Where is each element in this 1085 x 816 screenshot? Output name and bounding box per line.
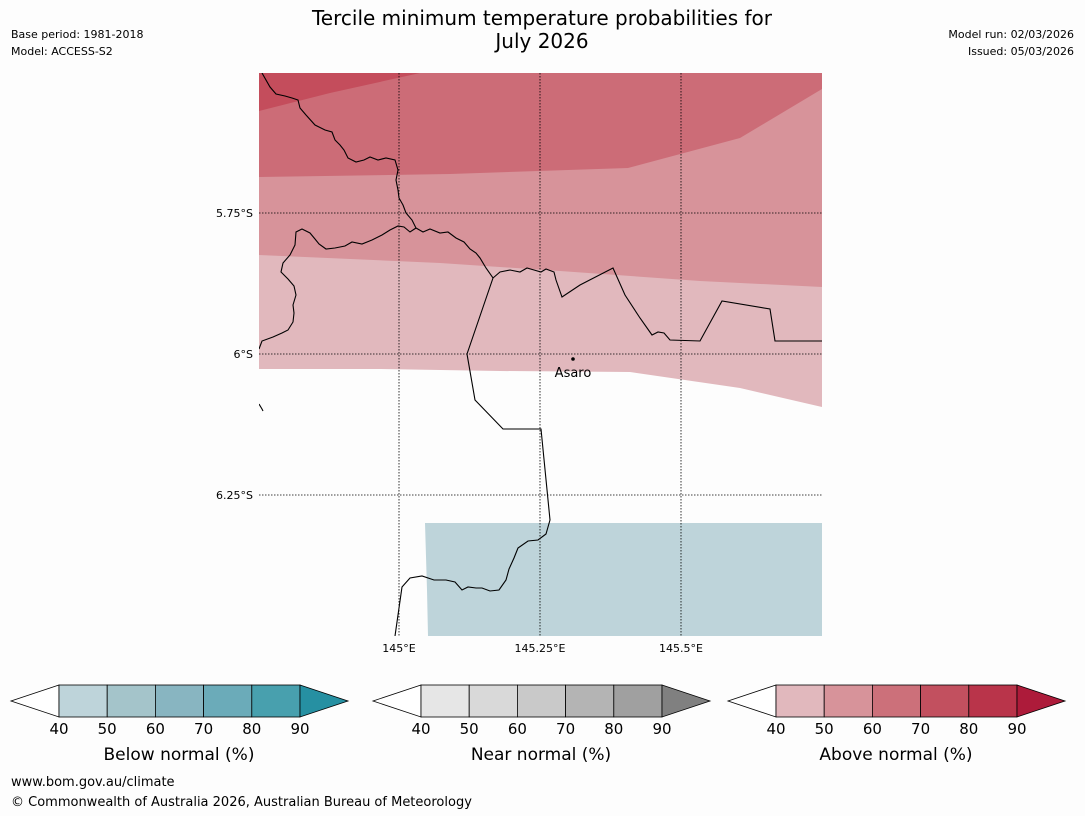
map-title: Tercile minimum temperature probabilitie… xyxy=(242,7,842,53)
colorbar-tick-label: 70 xyxy=(194,720,213,738)
colorbar-tick-label: 80 xyxy=(604,720,623,738)
colorbar-segment xyxy=(106,684,156,718)
colorbar-tick-label: 70 xyxy=(911,720,930,738)
colorbar-segment xyxy=(58,684,108,718)
coastline-east xyxy=(415,227,822,342)
colorbar-extend-low xyxy=(726,684,777,718)
colorbar-tick-label: 90 xyxy=(1007,720,1026,738)
colorbar-title-above: Above normal (%) xyxy=(819,745,973,765)
colorbar-segment xyxy=(517,684,567,718)
colorbar-segment xyxy=(920,684,970,718)
lat-label: 5.75°S xyxy=(216,207,253,220)
colorbar-extend-high xyxy=(299,684,350,718)
colorbar-segment xyxy=(420,684,470,718)
asaro-marker xyxy=(571,357,575,361)
colorbar-extend-high xyxy=(661,684,712,718)
colorbar-tick-label: 80 xyxy=(959,720,978,738)
colorbar-segment xyxy=(823,684,873,718)
border-interior xyxy=(394,277,551,636)
meta-left: Base period: 1981-2018 Model: ACCESS-S2 xyxy=(11,26,143,60)
colorbars: 40 50 60 70 80 90 40 50 60 70 80 90 40 50 60 70 80 90 xyxy=(9,684,1067,738)
colorbar-tick-label: 60 xyxy=(508,720,527,738)
title-line-2: July 2026 xyxy=(495,29,589,53)
colorbar-segment xyxy=(468,684,518,718)
meta-right: Model run: 02/03/2026 Issued: 05/03/2026 xyxy=(948,26,1074,60)
island-fragment xyxy=(259,403,264,412)
colorbar-near: 40 50 60 70 80 90 xyxy=(371,684,712,738)
colorbar-tick-label: 40 xyxy=(49,720,68,738)
colorbar-segment xyxy=(968,684,1018,718)
colorbar-tick-label: 50 xyxy=(460,720,479,738)
lat-label: 6°S xyxy=(234,348,253,361)
lon-label: 145°E xyxy=(382,642,415,655)
colorbar-segment xyxy=(251,684,301,718)
colorbar-segment xyxy=(565,684,615,718)
model-run: Model run: 02/03/2026 xyxy=(948,28,1074,41)
colorbar-tick-label: 70 xyxy=(556,720,575,738)
place-label: Asaro xyxy=(555,366,592,381)
issued-date: Issued: 05/03/2026 xyxy=(967,45,1074,58)
lat-label: 6.25°S xyxy=(216,489,253,502)
lon-labels: 145°E 145.25°E 145.5°E xyxy=(382,642,703,655)
colorbar-extend-low xyxy=(371,684,422,718)
colorbar-tick-label: 50 xyxy=(98,720,117,738)
colorbar-segment xyxy=(872,684,922,718)
lon-label: 145.25°E xyxy=(515,642,566,655)
coastline-north xyxy=(259,73,417,350)
below-40-50-area xyxy=(425,523,822,636)
colorbar-tick-label: 80 xyxy=(242,720,261,738)
lat-labels: 5.75°S 6°S 6.25°S xyxy=(216,207,253,502)
colorbar-tick-label: 60 xyxy=(146,720,165,738)
footer-copyright: © Commonwealth of Australia 2026, Austra… xyxy=(11,795,472,810)
colorbar-above: 40 50 60 70 80 90 xyxy=(726,684,1067,738)
colorbar-tick-label: 90 xyxy=(652,720,671,738)
colorbar-tick-label: 50 xyxy=(815,720,834,738)
colorbar-below: 40 50 60 70 80 90 xyxy=(9,684,350,738)
colorbar-extend-low xyxy=(9,684,60,718)
base-period: Base period: 1981-2018 xyxy=(11,28,144,41)
title-line-1: Tercile minimum temperature probabilitie… xyxy=(311,6,773,30)
gridlines xyxy=(259,73,822,636)
colorbar-tick-label: 40 xyxy=(766,720,785,738)
colorbar-tick-label: 90 xyxy=(290,720,309,738)
colorbar-tick-label: 40 xyxy=(411,720,430,738)
colorbar-segment xyxy=(203,684,253,718)
colorbar-tick-label: 60 xyxy=(863,720,882,738)
above-70-80-area xyxy=(259,73,420,111)
lon-label: 145.5°E xyxy=(659,642,703,655)
colorbar-title-below: Below normal (%) xyxy=(103,745,255,765)
colorbar-title-near: Near normal (%) xyxy=(470,745,612,765)
colorbar-segment xyxy=(775,684,825,718)
colorbar-extend-high xyxy=(1016,684,1067,718)
colorbar-segment xyxy=(154,684,204,718)
footer-url: www.bom.gov.au/climate xyxy=(11,775,175,790)
map-panel: Asaro xyxy=(259,73,822,636)
colorbar-segment xyxy=(613,684,663,718)
model-name: Model: ACCESS-S2 xyxy=(11,45,113,58)
